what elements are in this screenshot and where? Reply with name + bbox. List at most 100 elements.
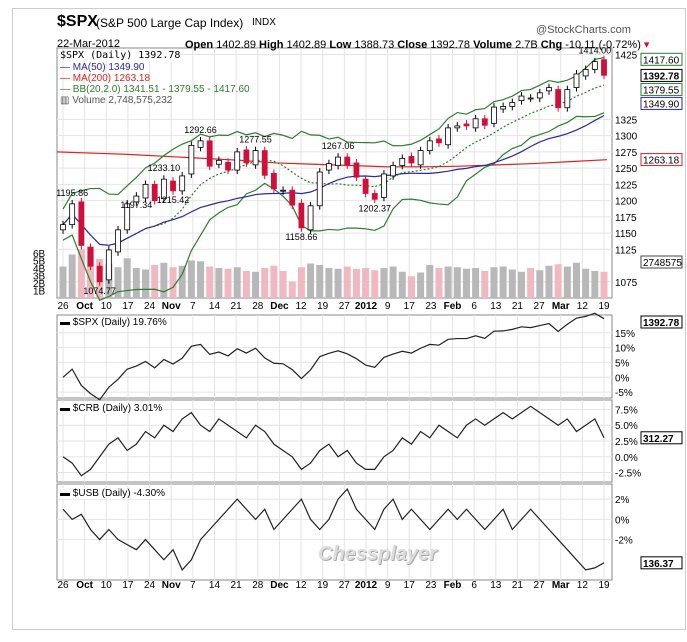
- x-tick-label: 12: [577, 580, 589, 591]
- open-value: 1402.89: [216, 39, 256, 51]
- indicator-line: [62, 312, 605, 401]
- x-tick-label: 19: [317, 301, 329, 312]
- volume-bar: [536, 270, 544, 298]
- candle-body: [96, 265, 103, 283]
- volume-bar: [252, 271, 260, 298]
- right-label-box: [640, 255, 683, 269]
- candle-body: [270, 172, 277, 190]
- volume-bar: [242, 271, 250, 298]
- y-tick-label: 15%: [615, 329, 635, 340]
- last-value-box: [640, 315, 683, 329]
- x-tick-label: 2012: [355, 301, 378, 312]
- x-tick-label: 12: [295, 301, 307, 312]
- volume-bar: [490, 267, 498, 298]
- candle-body: [527, 97, 534, 100]
- last-value-box: [640, 431, 683, 445]
- x-tick-label: 24: [144, 580, 156, 591]
- volume-bar: [389, 266, 397, 298]
- brand-logo[interactable]: @StockCharts.com: [536, 24, 631, 36]
- x-tick-label: 17: [122, 301, 134, 312]
- quote-line: Open 1402.89 High 1402.89 Low 1388.73 Cl…: [185, 38, 649, 51]
- volume-bar: [426, 265, 434, 298]
- price-annotation: 1195.86: [56, 188, 88, 198]
- x-tick-label: 9: [385, 580, 391, 591]
- volume-bar: [316, 265, 324, 298]
- candle-body: [573, 73, 580, 89]
- x-tick-label: 23: [425, 301, 437, 312]
- date: 22-Mar-2012: [57, 38, 120, 50]
- volume-bar: [187, 260, 195, 298]
- price-annotation: 1414.00: [579, 46, 612, 56]
- right-label-box: [640, 96, 683, 110]
- candle-body: [243, 149, 250, 164]
- volume-bar: [233, 267, 241, 298]
- x-tick-label: 17: [404, 301, 416, 312]
- volume-bar: [407, 276, 415, 298]
- x-tick-label: 26: [57, 301, 69, 312]
- volume-label: Volume: [473, 39, 513, 51]
- volume-bar: [77, 249, 85, 298]
- volume-tick-label: 4B: [33, 264, 46, 275]
- y-tick-label: 1125: [615, 245, 637, 256]
- x-tick-label: Oct: [76, 301, 93, 312]
- candle-body: [197, 140, 204, 148]
- x-tick-label: 17: [122, 580, 134, 591]
- candle-body: [564, 89, 571, 109]
- x-tick-label: 7: [190, 301, 196, 312]
- exchange: INDX: [252, 17, 276, 28]
- high-value: 1402.89: [286, 39, 327, 51]
- legend-ma50: — MA(50) 1349.90: [60, 62, 145, 73]
- last-value-label: 312.27: [643, 434, 674, 445]
- candle-body: [436, 138, 442, 144]
- price-annotation: 1215.42: [157, 195, 190, 205]
- x-tick-label: 2012: [355, 580, 378, 591]
- volume-bar: [499, 266, 507, 298]
- price-annotation: 1292.66: [184, 125, 217, 135]
- candle-body: [509, 102, 516, 107]
- last-value-box: [640, 556, 683, 570]
- volume-bar: [261, 268, 269, 298]
- x-tick-label: Feb: [444, 580, 462, 591]
- volume-bar: [123, 258, 131, 298]
- legend-ma200: — MA(200) 1263.18: [60, 73, 151, 84]
- candle-body: [115, 229, 121, 253]
- right-label-box: [640, 68, 683, 82]
- volume-bar: [132, 268, 140, 298]
- candle-body: [151, 183, 158, 201]
- candle-body: [518, 95, 525, 101]
- volume-bar: [472, 268, 480, 298]
- y-tick-label: 2%: [615, 495, 630, 506]
- x-tick-label: 21: [512, 580, 524, 591]
- volume-tick-label: 3B: [33, 272, 46, 283]
- volume-bar: [582, 268, 590, 298]
- volume-bar: [352, 268, 360, 298]
- y-tick-label: 2.5%: [615, 437, 638, 448]
- candle-body: [445, 127, 452, 146]
- candle-body: [381, 173, 387, 198]
- x-tick-label: Nov: [162, 580, 181, 591]
- y-tick-label: 0%: [615, 373, 630, 384]
- candle-body: [417, 150, 424, 166]
- volume-bar: [59, 266, 67, 298]
- x-tick-label: 27: [339, 580, 351, 591]
- y-tick-label: 1300: [615, 132, 638, 143]
- indicator-line: [62, 487, 605, 571]
- candle-body: [69, 203, 76, 226]
- y-tick-label: 5.0%: [615, 421, 638, 432]
- x-tick-label: 21: [231, 301, 243, 312]
- candle-body: [170, 180, 176, 192]
- price-annotation: 1267.06: [322, 141, 355, 151]
- x-tick-label: 28: [252, 580, 264, 591]
- x-tick-label: 7: [190, 580, 196, 591]
- candle-body: [555, 89, 562, 109]
- candle-body: [353, 162, 360, 178]
- x-tick-label: Nov: [162, 301, 181, 312]
- candle-body: [491, 106, 497, 124]
- volume-bar: [453, 267, 461, 298]
- y-tick-label: -2%: [615, 536, 633, 547]
- price-annotation: 1202.37: [358, 203, 391, 213]
- y-tick-label: 1225: [615, 180, 638, 191]
- volume-bar: [307, 263, 315, 298]
- volume-tick-label: 2B: [33, 279, 46, 290]
